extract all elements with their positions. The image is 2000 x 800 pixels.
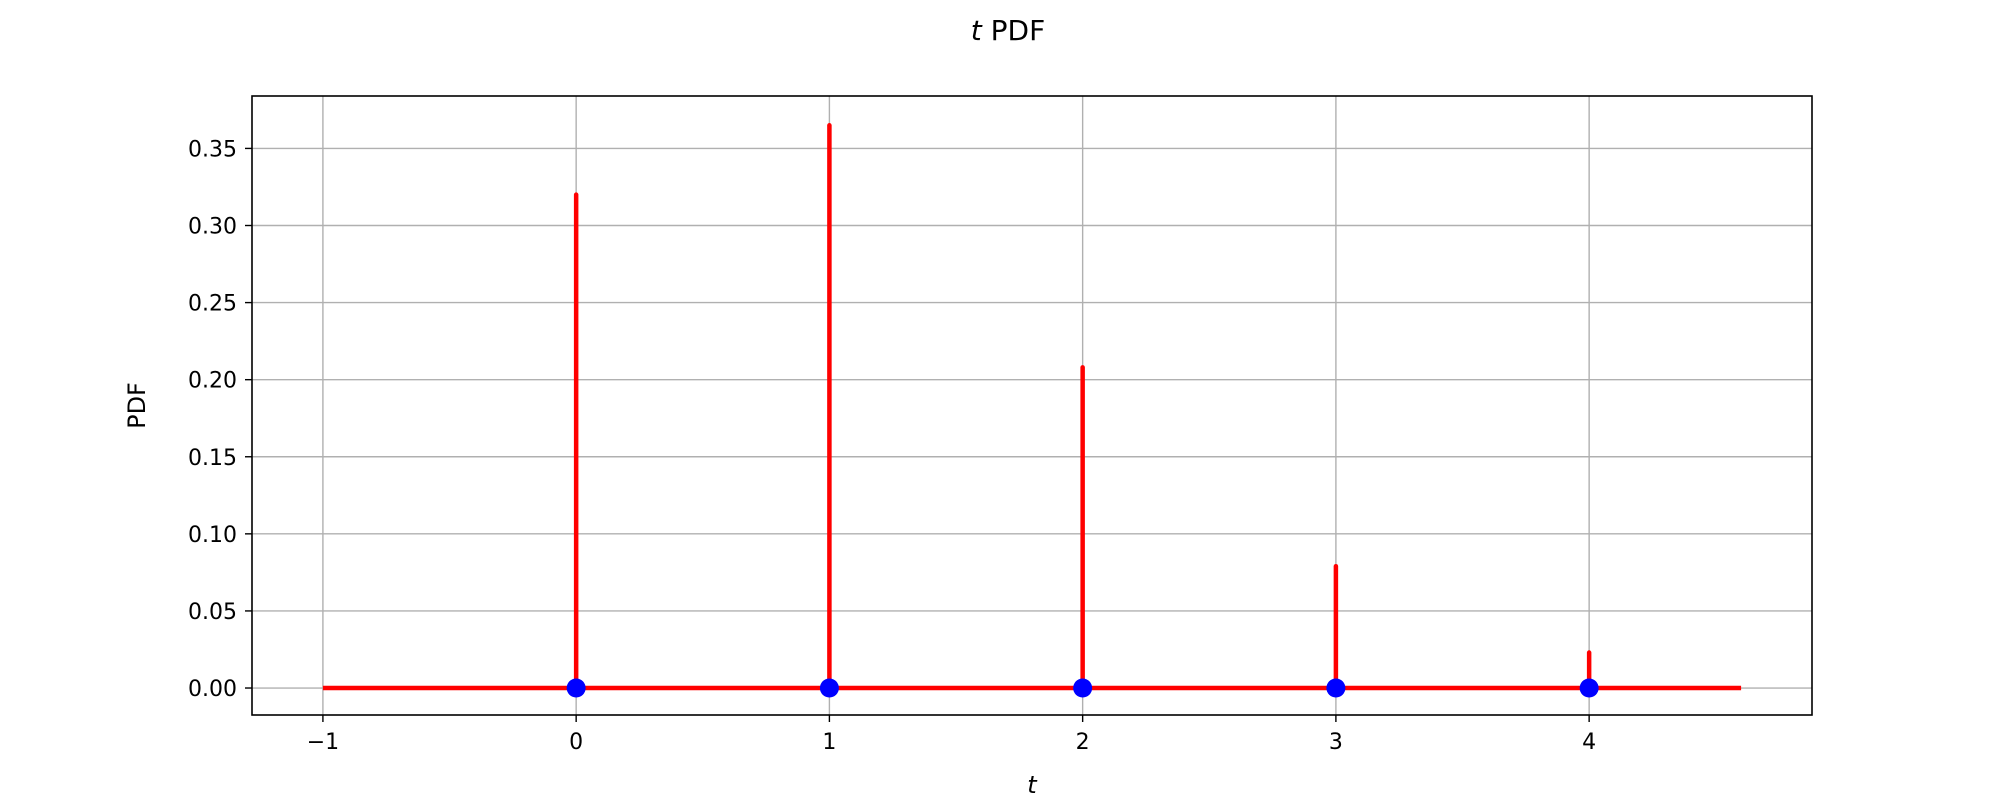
stem-marker [819, 678, 839, 698]
y-tick-label: 0.00 [188, 677, 237, 702]
y-tick-label: 0.35 [188, 137, 237, 162]
y-tick-label: 0.20 [188, 369, 237, 394]
stem-marker [1579, 678, 1599, 698]
marker-layer [566, 678, 1599, 698]
plot-layer [322, 123, 1742, 691]
stem-marker [566, 678, 586, 698]
title-variable: t [971, 14, 983, 47]
y-tick-label: 0.25 [188, 292, 237, 317]
grid-layer [252, 96, 1812, 715]
x-tick-label: 3 [1329, 730, 1343, 755]
x-tick-label: 1 [822, 730, 836, 755]
stem-marker [1073, 678, 1093, 698]
tick-layer: −1 0 1 2 3 4 0.00 0.05 0.10 0.15 0.20 0.25 0.30 0.35 [188, 137, 1596, 755]
chart-title: t PDF [971, 14, 1045, 47]
y-tick-label: 0.05 [188, 600, 237, 625]
y-tick-label: 0.15 [188, 446, 237, 471]
x-tick-label: −1 [307, 730, 339, 755]
x-tick-label: 0 [569, 730, 583, 755]
x-axis-label: t [1027, 771, 1038, 799]
x-tick-label: 2 [1076, 730, 1090, 755]
title-text: PDF [982, 14, 1045, 47]
plot-frame [251, 95, 1813, 716]
stem-marker [1326, 678, 1346, 698]
y-tick-label: 0.10 [188, 523, 237, 548]
y-tick-label: 0.30 [188, 215, 237, 240]
x-tick-label: 4 [1582, 730, 1596, 755]
y-axis-label: PDF [123, 382, 151, 429]
